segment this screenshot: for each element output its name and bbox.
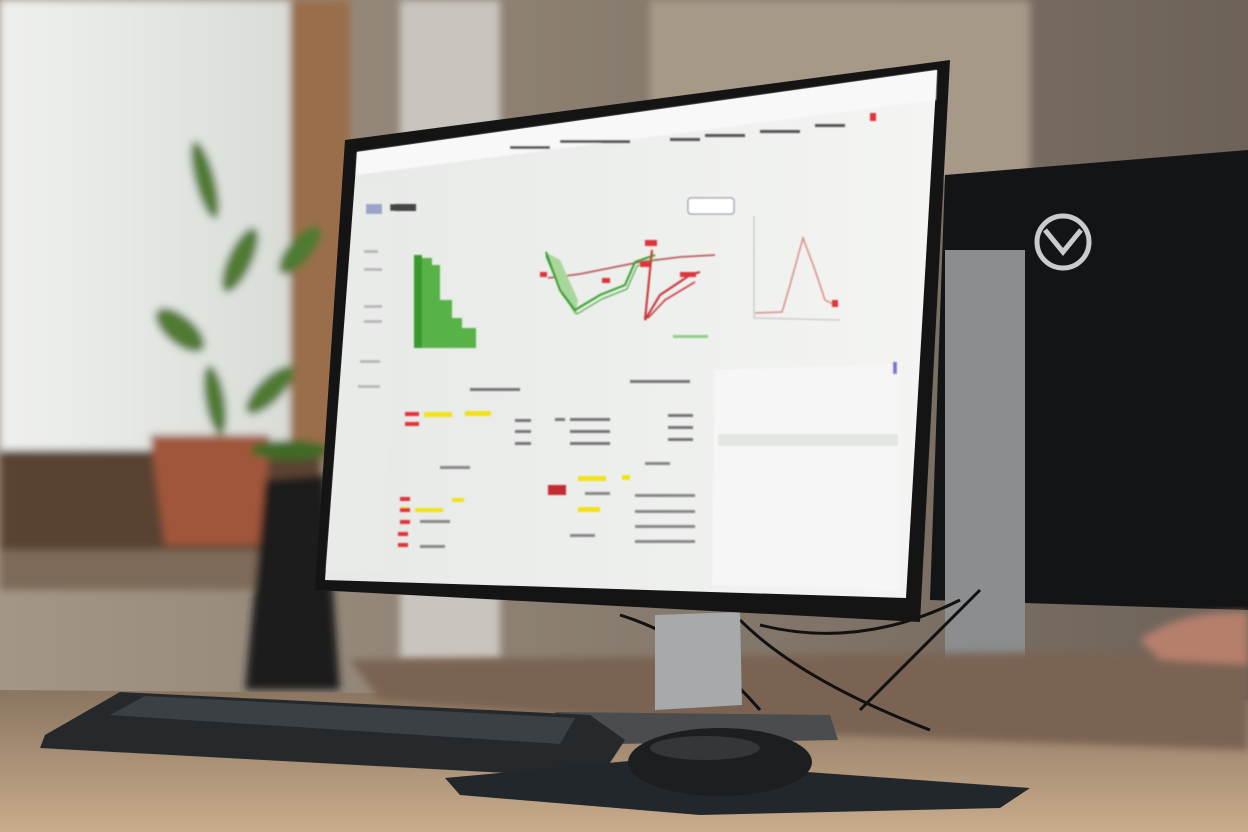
table-top	[405, 380, 693, 445]
peak-chart	[687, 197, 841, 321]
toolbar-text	[510, 124, 845, 149]
bar	[414, 255, 422, 348]
screen-content	[326, 70, 937, 590]
bar	[462, 328, 476, 348]
bar	[422, 258, 432, 348]
bar	[432, 265, 440, 348]
sidebar-items	[358, 250, 382, 388]
right-panel	[712, 364, 900, 590]
series-red-line	[547, 254, 716, 279]
app-logo	[366, 204, 382, 214]
data-label	[640, 262, 650, 267]
chart-button[interactable]	[687, 197, 735, 215]
data-label	[832, 300, 838, 307]
desk-back	[350, 650, 1248, 750]
data-label	[680, 272, 696, 277]
series-line	[754, 235, 836, 314]
speaker	[245, 475, 340, 690]
plant-leaves	[155, 141, 330, 460]
window	[0, 0, 300, 450]
table-bottom	[398, 462, 695, 548]
data-label	[602, 278, 610, 283]
line-chart	[540, 240, 716, 338]
scrollbar[interactable]	[893, 362, 897, 374]
data-label	[540, 272, 547, 277]
browser-toolbar	[356, 70, 937, 175]
page-title	[390, 204, 416, 211]
monitor-logo-icon	[1034, 213, 1092, 271]
toolbar-icon-red	[870, 113, 876, 121]
hand	[1140, 611, 1248, 665]
monitor-stand	[655, 612, 742, 710]
bar	[440, 300, 452, 348]
data-label	[645, 240, 657, 246]
panel-row	[718, 434, 898, 446]
bar	[452, 318, 462, 348]
sidebar	[326, 182, 395, 572]
series-green-area	[545, 252, 578, 315]
plant-pot	[150, 435, 270, 545]
keyboard-keys	[110, 696, 575, 744]
bar-chart	[414, 255, 476, 348]
